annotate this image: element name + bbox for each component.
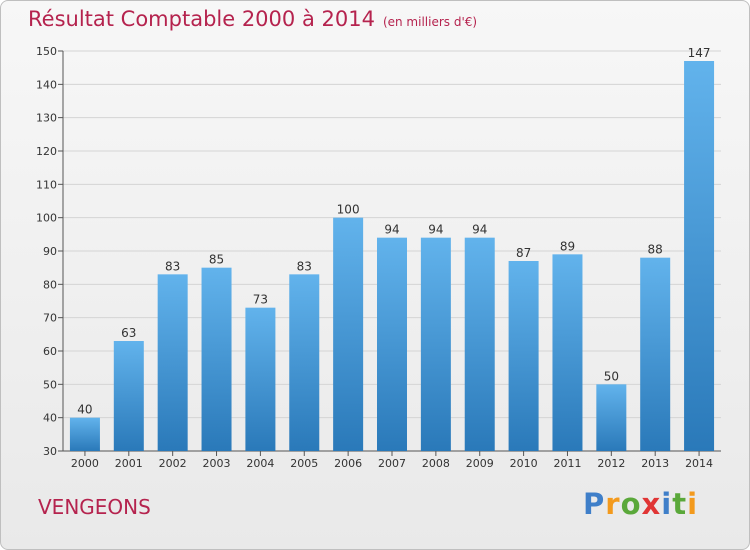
bar-2012 (596, 384, 627, 451)
bar-2004 (245, 307, 276, 451)
value-label: 94 (472, 223, 487, 237)
logo-letter: o (620, 487, 642, 521)
y-tick-label: 150 (36, 45, 57, 58)
x-tick-label: 2002 (159, 457, 187, 470)
title-text: Résultat Comptable 2000 à 2014 (28, 7, 375, 31)
bar-2000 (69, 417, 100, 451)
y-tick-label: 140 (36, 78, 57, 91)
value-label: 85 (209, 253, 224, 267)
y-tick-label: 110 (36, 178, 57, 191)
bar-2005 (289, 274, 320, 451)
bar-2010 (508, 261, 539, 451)
y-tick-label: 60 (43, 345, 57, 358)
y-tick-label: 120 (36, 145, 57, 158)
value-label: 88 (648, 243, 663, 257)
x-tick-label: 2011 (553, 457, 581, 470)
y-tick-labels: 30 40 50 60 70 80 90 100 110 120 130 140 150 (36, 45, 57, 458)
logo-letter: r (605, 487, 621, 521)
logo-letter: i (661, 487, 673, 521)
x-tick-label: 2010 (510, 457, 538, 470)
x-tick-label: 2013 (641, 457, 669, 470)
value-label: 40 (77, 403, 92, 417)
y-tick-label: 50 (43, 378, 57, 391)
x-tick-label: 2009 (466, 457, 494, 470)
logo-letter: i (687, 487, 699, 521)
x-tick-label: 2006 (334, 457, 362, 470)
logo-letter: x (641, 487, 662, 521)
x-tick-label: 2000 (71, 457, 99, 470)
logo-letter: t (672, 487, 688, 521)
value-label: 147 (688, 46, 711, 60)
x-tick-label: 2003 (203, 457, 231, 470)
bar-2003 (201, 267, 232, 451)
value-label: 89 (560, 239, 575, 253)
bar-2008 (420, 237, 451, 451)
bar-2013 (640, 257, 671, 451)
bar-2006 (333, 217, 364, 451)
x-tick-label: 2014 (685, 457, 713, 470)
bar-2009 (464, 237, 495, 451)
value-label: 100 (337, 203, 360, 217)
value-label: 94 (384, 223, 399, 237)
place-name: VENGEONS (38, 495, 151, 519)
y-tick-label: 90 (43, 245, 57, 258)
title-unit: (en milliers d'€) (382, 15, 478, 29)
bars (69, 61, 715, 451)
value-label: 73 (253, 293, 268, 307)
y-tick-label: 100 (36, 212, 57, 225)
value-label: 94 (428, 223, 443, 237)
y-tick-label: 130 (36, 112, 57, 125)
y-tick-label: 70 (43, 312, 57, 325)
value-label: 63 (121, 326, 136, 340)
value-label: 83 (165, 259, 180, 273)
x-tick-label: 2001 (115, 457, 143, 470)
logo-letter: P (583, 487, 606, 521)
value-labels: 40 63 83 85 73 83 100 94 94 94 87 89 50 88 147 (77, 46, 710, 417)
x-tick-labels: 2000 2001 2002 2003 2004 2005 2006 2007 2008 2009… (71, 457, 713, 470)
proxiti-logo: Proxiti (583, 487, 698, 521)
value-label: 87 (516, 246, 531, 260)
x-tick-label: 2008 (422, 457, 450, 470)
x-tick-label: 2007 (378, 457, 406, 470)
x-tick-label: 2012 (597, 457, 625, 470)
x-tick-label: 2005 (290, 457, 318, 470)
y-tick-label: 40 (43, 412, 57, 425)
bar-2014 (684, 61, 715, 451)
chart-title: Résultat Comptable 2000 à 2014 (en millie… (28, 7, 477, 31)
bar-2007 (377, 237, 407, 451)
value-label: 50 (604, 369, 619, 383)
value-label: 83 (297, 259, 312, 273)
bar-2002 (157, 274, 188, 451)
bar-2001 (113, 341, 144, 451)
y-tick-label: 30 (43, 445, 57, 458)
x-tick-label: 2004 (246, 457, 274, 470)
y-tick-label: 80 (43, 278, 57, 291)
bar-2011 (552, 254, 583, 451)
